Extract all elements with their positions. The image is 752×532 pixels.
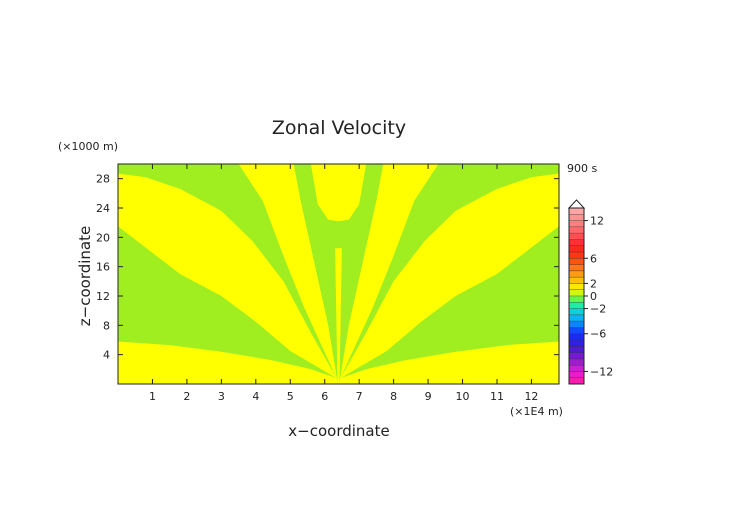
x-axis-ticks: 1 2 3 4 5 6 7 8 9 10 11 12: [149, 164, 538, 403]
x-tick-label: 7: [356, 390, 363, 403]
colorbar-segment: [569, 270, 584, 278]
colorbar-segment: [569, 239, 584, 247]
y-tick-label: 4: [103, 349, 110, 362]
colorbar-segment: [569, 214, 584, 221]
y-tick-label: 28: [96, 173, 110, 186]
colorbar-segment: [569, 226, 584, 234]
colorbar-tick-label: 2: [590, 277, 597, 290]
time-label: 900 s: [567, 162, 597, 175]
colorbar-segment: [569, 245, 584, 253]
colorbar-tick-label: 0: [590, 290, 597, 303]
plot-frame: [117, 163, 560, 385]
colorbar-segment: [569, 258, 584, 265]
x-unit-label: (×1E4 m): [510, 405, 563, 418]
colorbar-segment: [569, 308, 584, 316]
x-tick-label: 5: [287, 390, 294, 403]
chart-title: Zonal Velocity: [272, 117, 406, 139]
x-tick-label: 12: [524, 390, 538, 403]
x-tick-label: 9: [425, 390, 432, 403]
colorbar-segment: [569, 220, 584, 228]
colorbar-segment: [569, 264, 584, 272]
colorbar-segment: [569, 352, 584, 360]
colorbar-tick-label: 12: [590, 215, 604, 228]
colorbar-segment: [569, 252, 584, 259]
colorbar-segment: [569, 296, 584, 303]
x-tick-label: 3: [218, 390, 225, 403]
x-tick-label: 10: [456, 390, 470, 403]
green-band-right-2: [340, 164, 559, 379]
colorbar-segment: [569, 302, 584, 309]
y-tick-label: 24: [96, 202, 110, 215]
y-tick-label: 20: [96, 231, 110, 244]
y-unit-label: (×1000 m): [58, 140, 118, 153]
yellow-cap-left: [310, 164, 339, 222]
colorbar-tick-label: 6: [590, 252, 597, 265]
yellow-cap-right: [338, 164, 367, 222]
x-tick-label: 2: [183, 390, 190, 403]
x-tick-label: 8: [390, 390, 397, 403]
colorbar-segment: [569, 340, 584, 347]
x-tick-label: 1: [149, 390, 156, 403]
y-tick-label: 8: [103, 319, 110, 332]
colorbar-segment: [569, 365, 584, 372]
colorbar-segment: [569, 327, 584, 335]
green-band-left-3: [293, 164, 339, 383]
green-band-left-2: [118, 164, 337, 379]
colorbar-segment: [569, 321, 584, 328]
colorbar-segment: [569, 289, 584, 297]
colorbar-segment: [569, 208, 584, 215]
colorbar-segment: [569, 371, 584, 379]
x-tick-label: 4: [252, 390, 259, 403]
colorbar-segment: [569, 358, 584, 366]
colorbar-segment: [569, 283, 584, 291]
y-tick-label: 16: [96, 261, 110, 274]
colorbar-segment: [569, 377, 584, 385]
green-band-left-1: [118, 226, 337, 379]
x-tick-label: 11: [490, 390, 504, 403]
x-tick-label: 6: [321, 390, 328, 403]
colorbar: 12 6 20−2 −6 −12: [567, 199, 613, 385]
y-axis-label: z−coordinate: [76, 226, 94, 326]
velocity-field: [118, 164, 559, 384]
colorbar-segment: [569, 333, 584, 341]
colorbar-tick-label: −2: [590, 303, 606, 316]
green-band-right-3: [338, 164, 384, 383]
green-band-right-1: [340, 226, 559, 379]
colorbar-tick-label: −6: [590, 328, 606, 341]
y-tick-label: 12: [96, 290, 110, 303]
colorbar-extend-arrow: [567, 199, 586, 209]
colorbar-segment: [569, 346, 584, 353]
colorbar-segment: [569, 277, 584, 284]
colorbar-segment: [569, 314, 584, 322]
x-axis-label: x−coordinate: [288, 422, 389, 440]
colorbar-tick-label: −12: [590, 365, 613, 378]
y-axis-ticks: 4 8 12 16 20 24 28: [96, 173, 559, 362]
colorbar-segment: [569, 233, 584, 240]
